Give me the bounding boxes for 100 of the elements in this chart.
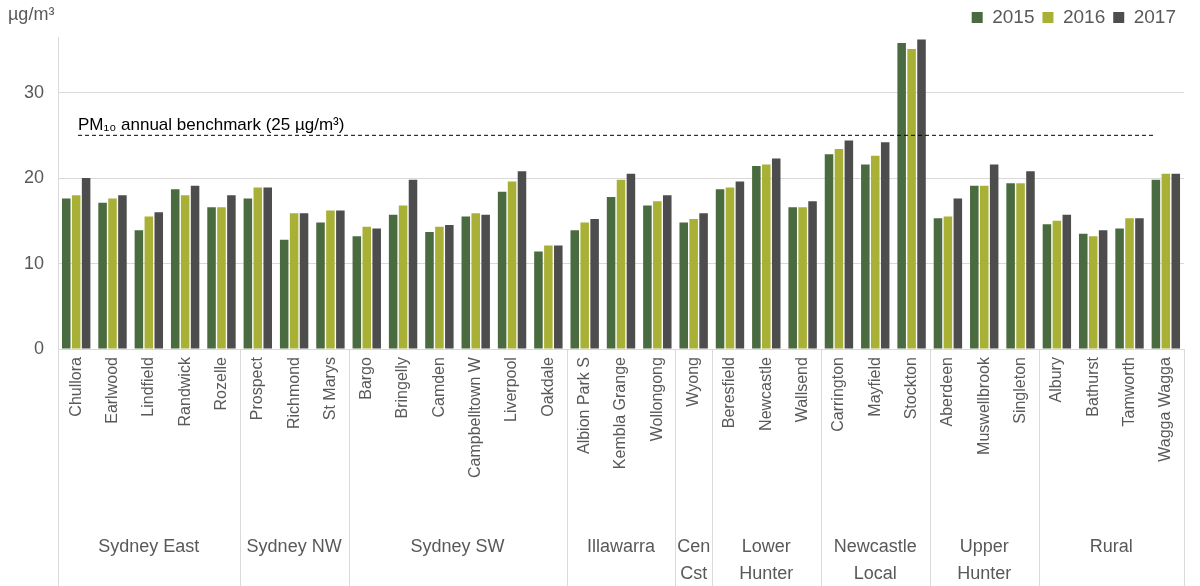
x-tick-label: Bargo <box>357 356 375 400</box>
x-tick-label: Randwick <box>175 356 193 427</box>
bar <box>445 225 454 349</box>
bar <box>154 212 164 349</box>
text: Rural <box>1089 536 1133 556</box>
bar <box>190 185 200 349</box>
bar <box>824 154 834 349</box>
x-tick-label: Beresfield <box>720 357 738 429</box>
bar <box>1171 173 1181 349</box>
bar <box>643 205 652 349</box>
bar <box>1062 214 1072 349</box>
bar <box>471 213 480 349</box>
bar <box>662 195 672 349</box>
bar <box>108 198 117 349</box>
x-tick-label: Singleton <box>1010 357 1028 424</box>
y-tick-label: 30 <box>23 81 45 102</box>
x-tick-label: Mayfield <box>865 357 883 417</box>
bar <box>989 164 999 349</box>
bar <box>61 198 71 349</box>
bar <box>1052 220 1062 349</box>
x-tick-label: Newcastle <box>756 356 774 431</box>
x-tick-label: Wyong <box>684 357 702 407</box>
y-tick-label: 0 <box>34 338 45 359</box>
bar <box>118 195 127 349</box>
bar <box>1042 224 1052 349</box>
bar <box>71 195 81 349</box>
bar <box>180 195 190 349</box>
x-tick-label: Bringelly <box>393 357 411 419</box>
bar <box>517 171 527 349</box>
bar <box>1125 218 1134 349</box>
x-tick-label: Rozelle <box>211 356 229 411</box>
bar <box>653 201 662 349</box>
bar <box>626 173 636 349</box>
bar <box>590 219 599 349</box>
bar <box>917 39 926 349</box>
x-tick-label: Camden <box>429 357 447 418</box>
bar <box>953 198 963 349</box>
bar <box>144 216 154 349</box>
bar <box>372 228 381 349</box>
x-tick-label: Campbelltown W <box>466 356 484 479</box>
bar <box>217 207 226 349</box>
x-tick-label: Chullora <box>66 356 84 417</box>
bar <box>481 214 490 349</box>
bar <box>435 226 444 349</box>
bar <box>352 236 362 349</box>
bar <box>534 251 543 349</box>
bar <box>554 245 563 349</box>
bar <box>771 158 781 349</box>
bar <box>699 213 708 349</box>
text: Upper Hunter <box>957 536 1012 583</box>
bar <box>1151 179 1161 349</box>
bar <box>1026 171 1035 349</box>
bar <box>326 210 335 349</box>
bar <box>243 198 253 349</box>
bar <box>207 207 216 349</box>
bar <box>762 164 771 349</box>
bar <box>388 214 398 349</box>
bar <box>616 179 626 349</box>
bar <box>1016 183 1025 349</box>
bar <box>497 191 507 349</box>
bar <box>362 226 372 349</box>
y-tick-label: 10 <box>23 252 45 273</box>
bar <box>227 195 236 349</box>
bar <box>299 213 309 349</box>
bar <box>715 189 725 349</box>
x-tick-label: Liverpool <box>502 357 520 423</box>
bar <box>507 181 517 349</box>
bar <box>844 140 854 349</box>
bar <box>81 178 91 349</box>
y-tick-label: 20 <box>23 167 45 188</box>
bar <box>425 231 434 349</box>
bar <box>933 218 943 349</box>
text: Illawarra <box>587 536 656 556</box>
bar <box>871 155 880 349</box>
bar <box>1098 230 1108 349</box>
bar <box>1006 183 1015 349</box>
x-tick-label: Wagga Wagga <box>1156 356 1174 462</box>
x-tick-label: Richmond <box>284 357 302 430</box>
bar <box>979 185 989 349</box>
bar <box>461 216 471 349</box>
x-tick-label: Tamworth <box>1119 357 1137 427</box>
x-tick-label: Carrington <box>829 357 847 432</box>
legend-label: 2015 <box>992 5 1035 27</box>
bar <box>970 185 979 349</box>
bar <box>1079 233 1088 349</box>
x-tick-label: Aberdeen <box>938 357 956 427</box>
bar <box>263 187 272 349</box>
bar <box>1135 218 1144 349</box>
x-tick-label: Stockton <box>901 357 919 420</box>
x-tick-label: Earlwood <box>102 357 120 424</box>
x-tick-label: Prospect <box>248 356 266 421</box>
bar <box>689 219 698 349</box>
bar <box>735 181 745 349</box>
bar <box>897 42 906 349</box>
bar <box>408 179 418 349</box>
x-tick-label: Albion Park S <box>575 357 593 455</box>
bar <box>788 207 797 349</box>
text: Newcastle Local <box>833 536 917 583</box>
text: Lower Hunter <box>739 536 794 583</box>
bar <box>1088 236 1098 349</box>
